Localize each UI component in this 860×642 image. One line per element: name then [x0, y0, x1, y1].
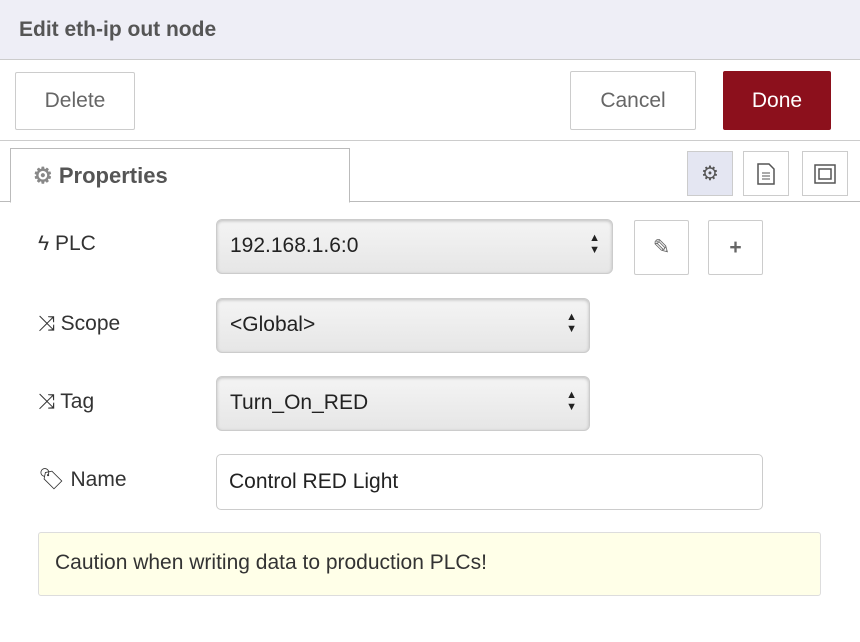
tab-label: Properties: [58, 163, 168, 188]
gear-icon: ⚙: [33, 163, 53, 188]
scope-select[interactable]: <Global> ▲ ▼: [216, 298, 590, 353]
tag-value: Turn_On_RED: [230, 391, 369, 414]
tab-bar: ⚙ Properties ⚙: [0, 142, 860, 203]
scope-label: ⤨ Scope: [38, 312, 120, 336]
appearance-button[interactable]: [802, 151, 848, 196]
pencil-icon: ✎: [652, 236, 671, 259]
plc-label: ϟ PLC: [38, 232, 96, 256]
name-input[interactable]: Control RED Light: [216, 454, 763, 510]
done-button[interactable]: Done: [723, 71, 831, 130]
plc-select[interactable]: 192.168.1.6:0 ▲ ▼: [216, 219, 613, 274]
select-arrows-icon: ▲ ▼: [589, 232, 600, 256]
scope-label-text: Scope: [60, 312, 121, 335]
tag-select[interactable]: Turn_On_RED ▲ ▼: [216, 376, 590, 431]
tag-label: ⤨ Tag: [38, 390, 94, 414]
select-arrows-icon: ▲ ▼: [566, 389, 577, 413]
bolt-icon: ϟ: [38, 232, 50, 255]
delete-button[interactable]: Delete: [15, 72, 135, 130]
properties-gear-button[interactable]: ⚙: [687, 151, 733, 196]
dialog-title: Edit eth-ip out node: [0, 0, 860, 60]
caution-tip: Caution when writing data to production …: [38, 532, 821, 596]
plus-icon: +: [729, 235, 742, 259]
file-text-icon: [757, 162, 775, 185]
cancel-button[interactable]: Cancel: [570, 71, 696, 130]
layout-icon: [814, 163, 836, 184]
select-arrows-icon: ▲ ▼: [566, 311, 577, 335]
add-plc-button[interactable]: +: [708, 220, 763, 275]
gear-icon: ⚙: [701, 163, 719, 185]
random-icon: ⤨: [38, 390, 55, 413]
tag-icon: 🏷: [38, 468, 65, 491]
edit-plc-button[interactable]: ✎: [634, 220, 689, 275]
scope-value: <Global>: [230, 313, 316, 336]
name-label-text: Name: [70, 468, 127, 491]
dialog-toolbar: Delete Cancel Done: [0, 61, 860, 141]
plc-value: 192.168.1.6:0: [230, 234, 359, 257]
description-button[interactable]: [743, 151, 789, 196]
tag-label-text: Tag: [60, 390, 95, 413]
plc-label-text: PLC: [54, 232, 96, 255]
name-label: 🏷 Name: [38, 468, 127, 492]
tab-properties[interactable]: ⚙ Properties: [10, 148, 350, 203]
random-icon: ⤨: [38, 312, 55, 335]
